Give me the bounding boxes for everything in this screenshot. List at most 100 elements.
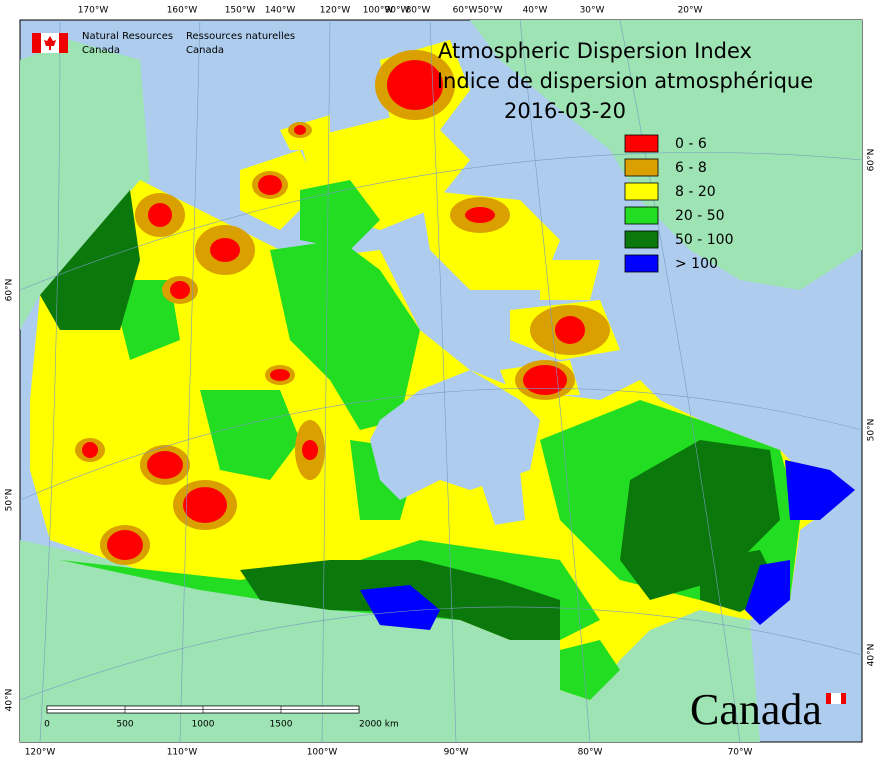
zone-0-6 — [294, 125, 306, 135]
canada-wordmark: Canada — [690, 685, 846, 734]
zone-0-6 — [465, 207, 495, 223]
zone-0-6 — [210, 238, 240, 262]
canada — [30, 40, 855, 700]
graticule-label: 70°W — [728, 748, 753, 758]
legend-swatch — [624, 230, 659, 249]
graticule-label: 40°W — [523, 6, 548, 16]
island — [540, 260, 600, 300]
parallel — [19, 388, 863, 501]
graticule — [19, 19, 863, 743]
zone-0-6 — [148, 203, 172, 227]
graticule-label: 100°W — [307, 748, 338, 758]
title-fr: Indice de dispersion atmosphérique — [437, 69, 813, 93]
zone-0-6 — [302, 440, 318, 460]
flag-bar — [826, 693, 831, 704]
legend-swatch — [624, 254, 659, 273]
wordmark: Canada — [690, 685, 822, 734]
zone-20-50 — [560, 640, 620, 700]
graticule-label: 140°W — [265, 6, 296, 16]
zone-0-6 — [387, 60, 443, 110]
meridian — [519, 19, 591, 743]
scale-bar: 0 500 1000 1500 2000 km — [44, 705, 399, 730]
graticule-label: 40°N — [5, 689, 15, 712]
meridian — [429, 19, 457, 743]
scale-label: 1000 — [192, 720, 215, 730]
legend-label: 8 - 20 — [675, 184, 716, 200]
greenland — [470, 20, 862, 290]
zone-50-100 — [40, 190, 140, 330]
scale-label: 0 — [44, 720, 50, 730]
scale-segment — [202, 705, 282, 710]
graticule-label: 80°W — [406, 6, 431, 16]
zone-0-6 — [183, 487, 227, 523]
graticule-label: 60°N — [5, 279, 15, 302]
flag-center — [831, 693, 841, 704]
graticule-label: 30°W — [580, 6, 605, 16]
graticule-label: 50°N — [867, 419, 877, 442]
meridian — [39, 19, 61, 743]
graticule-label: 100°W — [363, 6, 394, 16]
maple-leaf — [44, 36, 56, 50]
zone-0-6 — [82, 442, 98, 458]
legend-label: 0 - 6 — [675, 136, 707, 152]
meridian — [619, 19, 741, 743]
date: 2016-03-20 — [504, 99, 626, 123]
land — [20, 20, 862, 742]
graticule-label: 40°N — [867, 644, 877, 667]
zone-0-6 — [555, 316, 585, 344]
zone-0-6 — [270, 369, 290, 381]
graticule-label: 110°W — [167, 748, 198, 758]
flag-bar — [841, 693, 846, 704]
graticule-label: 80°W — [578, 748, 603, 758]
graticule-label: 120°W — [25, 748, 56, 758]
graticule-label: 170°W — [78, 6, 109, 16]
graticule-label: 50°N — [5, 489, 15, 512]
zone-0-6 — [170, 281, 190, 299]
zone-0-6 — [258, 175, 282, 195]
agency-en: Natural Resources — [82, 31, 173, 42]
graticule-label: 60°W — [453, 6, 478, 16]
scale-label: 500 — [116, 720, 133, 730]
zone-20-50 — [300, 180, 380, 250]
graticule-label: 50°W — [478, 6, 503, 16]
legend-label: 6 - 8 — [675, 160, 707, 176]
zone-over-100 — [785, 460, 855, 520]
legend-swatch — [624, 182, 659, 201]
scale-segment — [124, 709, 204, 714]
meridian — [179, 19, 201, 743]
scale-label: 1500 — [270, 720, 293, 730]
james-bay — [480, 470, 525, 525]
legend-swatch — [624, 206, 659, 225]
zone-0-6 — [523, 365, 567, 395]
hudson-bay — [370, 370, 540, 500]
graticule-label: 90°W — [444, 748, 469, 758]
graticule-label: 160°W — [167, 6, 198, 16]
agency-logo — [32, 33, 68, 53]
agency-fr: Ressources naturelles — [186, 31, 295, 42]
flag-bar — [59, 33, 68, 53]
parallel — [19, 152, 863, 291]
zone-0-6 — [147, 451, 183, 479]
legend-label: > 100 — [675, 256, 718, 272]
zone-20-50 — [200, 390, 300, 480]
alaska — [20, 40, 150, 330]
legend-label: 20 - 50 — [675, 208, 725, 224]
legend: 0 - 6 6 - 8 8 - 20 20 - 50 50 - 100 > 100 — [624, 134, 734, 273]
flag-bar — [32, 33, 41, 53]
zone-over-100 — [360, 585, 440, 630]
title-en: Atmospheric Dispersion Index — [438, 39, 752, 63]
zone-20-50 — [270, 240, 420, 430]
graticule-label: 20°W — [678, 6, 703, 16]
scale-label: 2000 km — [359, 720, 399, 730]
legend-label: 50 - 100 — [675, 232, 734, 248]
agency-fr: Canada — [186, 45, 224, 56]
legend-swatch — [624, 158, 659, 177]
zone-over-100 — [745, 560, 790, 625]
zone-0-6 — [107, 530, 143, 560]
usa — [20, 540, 760, 742]
agency-en: Canada — [82, 45, 120, 56]
graticule-label: 120°W — [320, 6, 351, 16]
legend-swatch — [624, 134, 659, 153]
